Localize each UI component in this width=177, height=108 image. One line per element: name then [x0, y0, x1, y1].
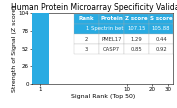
Title: Human Protein Microarray Specificity Validation: Human Protein Microarray Specificity Val…	[11, 3, 177, 12]
Bar	[29, 13, 48, 84]
Y-axis label: Strength of Signal (Z score): Strength of Signal (Z score)	[12, 5, 17, 92]
X-axis label: Signal Rank (Top 50): Signal Rank (Top 50)	[71, 94, 135, 99]
